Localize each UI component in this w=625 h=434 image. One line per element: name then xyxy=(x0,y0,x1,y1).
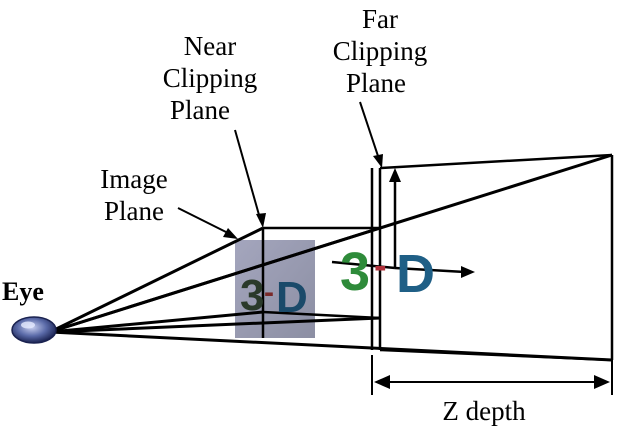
callout-lines xyxy=(177,101,381,237)
far-clipping-plane-label: Far Clipping Plane xyxy=(333,4,428,98)
near-label-line1: Near xyxy=(184,31,236,61)
image-plane-3d-text: 3 - D xyxy=(240,271,308,322)
big-dash: - xyxy=(374,245,387,287)
far-label-line3: Plane xyxy=(346,68,406,98)
eye-icon xyxy=(11,316,57,344)
callout-arrowheads xyxy=(223,154,383,239)
big-d: D xyxy=(396,244,435,304)
z-depth-dimension xyxy=(371,355,613,395)
near-label-line3: Plane xyxy=(170,95,230,125)
eye-label: Eye xyxy=(2,277,44,306)
image-label-line1: Image xyxy=(100,164,167,194)
object-axes xyxy=(331,168,475,278)
small-dash: - xyxy=(264,276,274,309)
far-label-line2: Clipping xyxy=(333,36,428,66)
far-clipping-plane xyxy=(370,153,614,362)
image-label-line2: Plane xyxy=(104,196,164,226)
z-depth-label: Z depth xyxy=(442,396,526,426)
image-plane-label: Image Plane xyxy=(100,164,167,226)
big-3: 3 xyxy=(340,242,370,302)
far-label-line1: Far xyxy=(362,4,398,34)
small-3: 3 xyxy=(240,271,264,320)
object-3d-text: 3 - D xyxy=(340,242,435,304)
small-d: D xyxy=(276,273,308,322)
near-clipping-plane xyxy=(261,226,381,338)
near-clipping-plane-label: Near Clipping Plane xyxy=(163,31,258,125)
near-label-line2: Clipping xyxy=(163,63,258,93)
frustum-edges xyxy=(49,153,613,362)
